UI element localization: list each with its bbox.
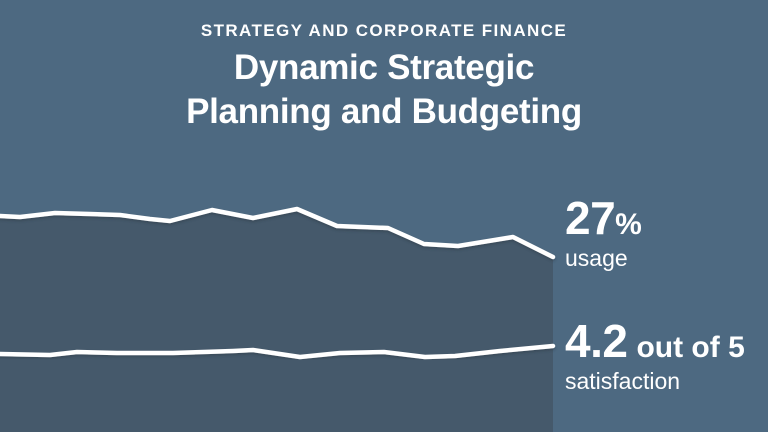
satisfaction-trend-line [0,343,556,360]
usage-value: 27 [565,192,616,244]
usage-unit: % [615,208,642,241]
satisfaction-value-row: 4.2 out of 5 [565,318,745,364]
header: STRATEGY AND CORPORATE FINANCE Dynamic S… [0,21,768,134]
usage-area-fill [0,209,553,432]
satisfaction-label: satisfaction [565,368,681,394]
satisfaction-scale-suffix: out of 5 [636,331,745,364]
page-title: Dynamic Strategic Planning and Budgeting [0,46,768,134]
title-line-1: Dynamic Strategic [233,48,535,87]
usage-value-row: 27% [565,195,642,241]
title-line-2: Planning and Budgeting [186,92,582,131]
usage-stat: 27% usage [565,195,642,272]
usage-label: usage [565,245,628,271]
category-kicker: STRATEGY AND CORPORATE FINANCE [200,21,568,40]
usage-trend-line [0,206,556,260]
satisfaction-value: 4.2 [565,315,628,367]
satisfaction-stat: 4.2 out of 5 satisfaction [565,318,745,395]
